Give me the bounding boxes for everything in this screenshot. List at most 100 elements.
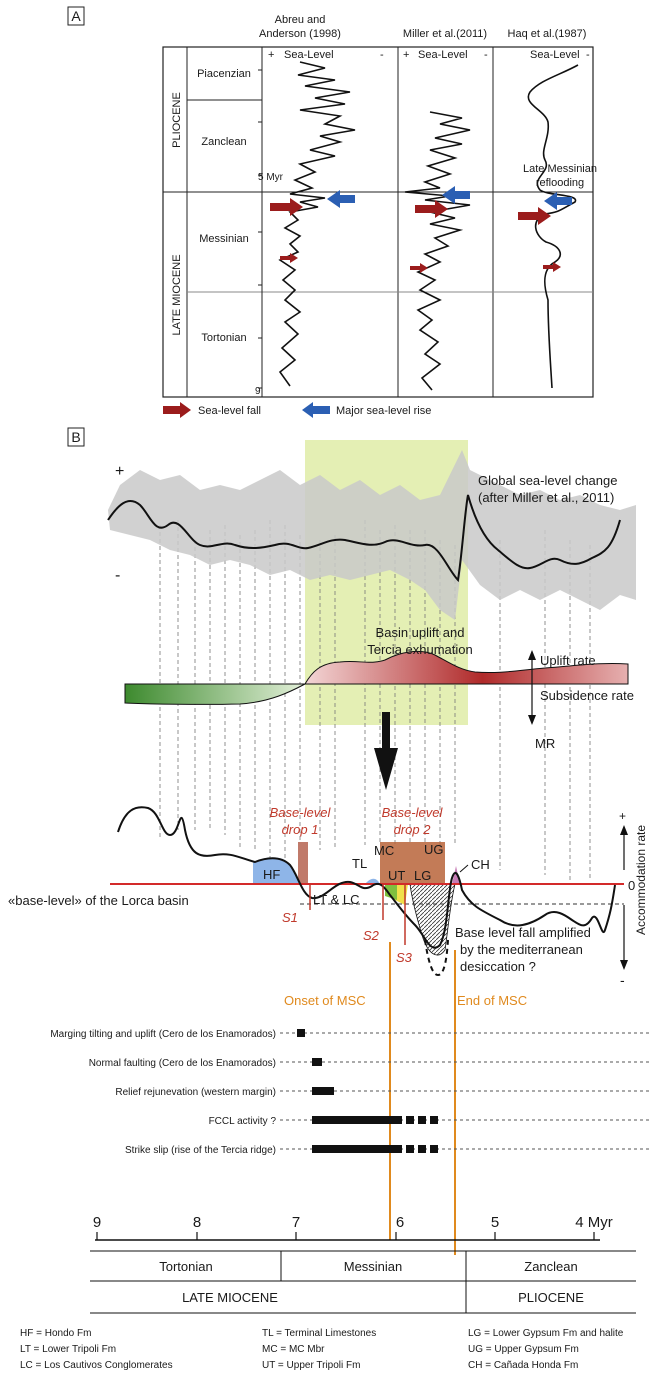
panel-b: B + - Global sea-level change (after Mil…	[8, 427, 652, 1314]
subsidence-area	[124, 683, 306, 705]
base-level-drop-1-box	[298, 842, 308, 884]
age-9: 9	[255, 386, 261, 397]
mr-label: MR	[535, 736, 555, 751]
acc-arrow-up	[620, 825, 628, 835]
event-normal-faulting: Normal faulting (Cero de los Enamorados)	[89, 1058, 276, 1069]
accommodation-curve	[117, 806, 616, 949]
miller-curve	[404, 111, 471, 391]
ch-unit	[452, 866, 460, 884]
legend-fall-label: Sea-level fall	[198, 405, 261, 417]
sea-level-fall-arrows	[270, 198, 561, 273]
unit-lt-lc: LT & LC	[313, 892, 359, 907]
curve-3-axis: Sea-Level	[530, 49, 580, 61]
event-relief-rejuvenation: Relief rejunevation (western margin)	[115, 1087, 276, 1098]
panel-b-label-box	[67, 427, 85, 447]
uplift-title-2: Tercia exhumation	[367, 642, 473, 657]
onset-msc-label: Onset of MSC	[284, 993, 366, 1008]
legend-rise-label: Major sea-level rise	[336, 405, 431, 417]
unit-ut: UT	[388, 868, 405, 883]
stage-tortonian: Tortonian	[201, 332, 246, 344]
abbr-mc: MC = MC Mbr	[262, 1344, 325, 1355]
sea-level-rise-arrows	[327, 186, 572, 210]
curve-1-axis: Sea-Level	[284, 49, 334, 61]
events-rows	[280, 1029, 652, 1153]
legend-fall-arrow	[163, 402, 191, 418]
abreu-anderson-curve	[278, 61, 356, 387]
haq-curve	[527, 64, 579, 389]
global-sea-level-curve	[107, 494, 621, 583]
tick-4myr: 4 Myr	[575, 1214, 613, 1231]
uplift-title-1: Basin uplift and	[376, 625, 465, 640]
reflooding-label-2: reflooding	[536, 177, 584, 189]
panel-a-frame	[162, 46, 594, 398]
sea-level-minus: -	[115, 567, 120, 584]
unit-ug: UG	[424, 842, 444, 857]
curve-3-author: Haq et al.(1987)	[508, 28, 587, 40]
row-stage-tortonian: Tortonian	[159, 1259, 212, 1274]
uplift-area	[304, 650, 629, 685]
desiccation-3: desiccation ?	[460, 959, 536, 974]
event-margin-tilting: Marging tilting and uplift (Cero de los …	[50, 1029, 276, 1040]
curve-1-minus: -	[380, 49, 384, 61]
desiccation-1: Base level fall amplified	[455, 925, 591, 940]
tick-6: 6	[396, 1214, 404, 1231]
base-level-drop-2-box	[380, 842, 445, 884]
surface-s1: S1	[282, 910, 298, 925]
acc-minus: -	[620, 972, 625, 988]
panel-a-label-box	[67, 6, 85, 26]
stage-piacenzian: Piacenzian	[197, 68, 251, 80]
tick-8: 8	[193, 1214, 201, 1231]
rate-arrow-down	[528, 715, 536, 725]
end-msc-label: End of MSC	[457, 993, 527, 1008]
lorca-base-level-label: «base-level» of the Lorca basin	[8, 893, 189, 908]
unit-hf: HF	[263, 867, 280, 882]
desiccation-2: by the mediterranean	[460, 942, 583, 957]
abbr-lc: LC = Los Cautivos Conglomerates	[20, 1360, 173, 1371]
row-epoch-late-miocene: LATE MIOCENE	[182, 1290, 278, 1305]
age-5myr: 5 Myr	[258, 172, 284, 183]
epoch-late-miocene: LATE MIOCENE	[171, 254, 183, 335]
abbr-hf: HF = Hondo Fm	[20, 1328, 91, 1339]
acc-arrow-down	[620, 960, 628, 970]
drop-2-label-2: drop 2	[394, 822, 432, 837]
stage-zanclean: Zanclean	[201, 136, 246, 148]
unit-mc: MC	[374, 843, 394, 858]
stage-messinian: Messinian	[199, 233, 249, 245]
tl-unit	[365, 878, 380, 884]
lg-unit	[385, 884, 397, 900]
zero-label: 0	[628, 878, 635, 893]
ch-leader	[459, 864, 469, 873]
drop-1-label-1: Base-level	[270, 805, 332, 820]
curve-2-minus: -	[484, 49, 488, 61]
curve-1-plus: +	[268, 49, 274, 61]
abbr-ug: UG = Upper Gypsum Fm	[468, 1344, 579, 1355]
tick-7: 7	[292, 1214, 300, 1231]
row-stage-messinian: Messinian	[344, 1259, 403, 1274]
unit-tl: TL	[352, 856, 367, 871]
curve-2-plus: +	[403, 49, 409, 61]
reflooding-label-1: Late Messinian	[523, 163, 597, 175]
unit-lg: LG	[414, 868, 431, 883]
drop-2-label-1: Base-level	[382, 805, 444, 820]
legend-rise-arrow	[302, 402, 330, 418]
curve-3-minus: -	[586, 49, 590, 61]
event-strike-slip: Strike slip (rise of the Tercia ridge)	[125, 1145, 276, 1156]
subsidence-rate-label: Subsidence rate	[540, 688, 634, 703]
surface-s2: S2	[363, 928, 380, 943]
curve-1-author-2: Anderson (1998)	[259, 28, 341, 40]
rate-arrow-up	[528, 650, 536, 660]
desiccation-dashed	[424, 939, 449, 977]
surface-s3: S3	[396, 950, 413, 965]
abbr-lg: LG = Lower Gypsum Fm and halite	[468, 1328, 624, 1339]
global-sea-level-title-2: (after Miller et al., 2011)	[478, 490, 614, 505]
accommodation-rate-label: Accommodation rate	[634, 825, 648, 935]
drop-1-label-2: drop 1	[282, 822, 319, 837]
sea-level-plus: +	[115, 463, 124, 480]
row-epoch-pliocene: PLIOCENE	[518, 1290, 584, 1305]
uplift-rate-label: Uplift rate	[540, 653, 596, 668]
acc-plus: +	[619, 809, 626, 823]
event-fccl-activity: FCCL activity ?	[209, 1116, 277, 1127]
panel-a-label: A	[71, 8, 81, 24]
epoch-pliocene: PLIOCENE	[171, 92, 183, 148]
